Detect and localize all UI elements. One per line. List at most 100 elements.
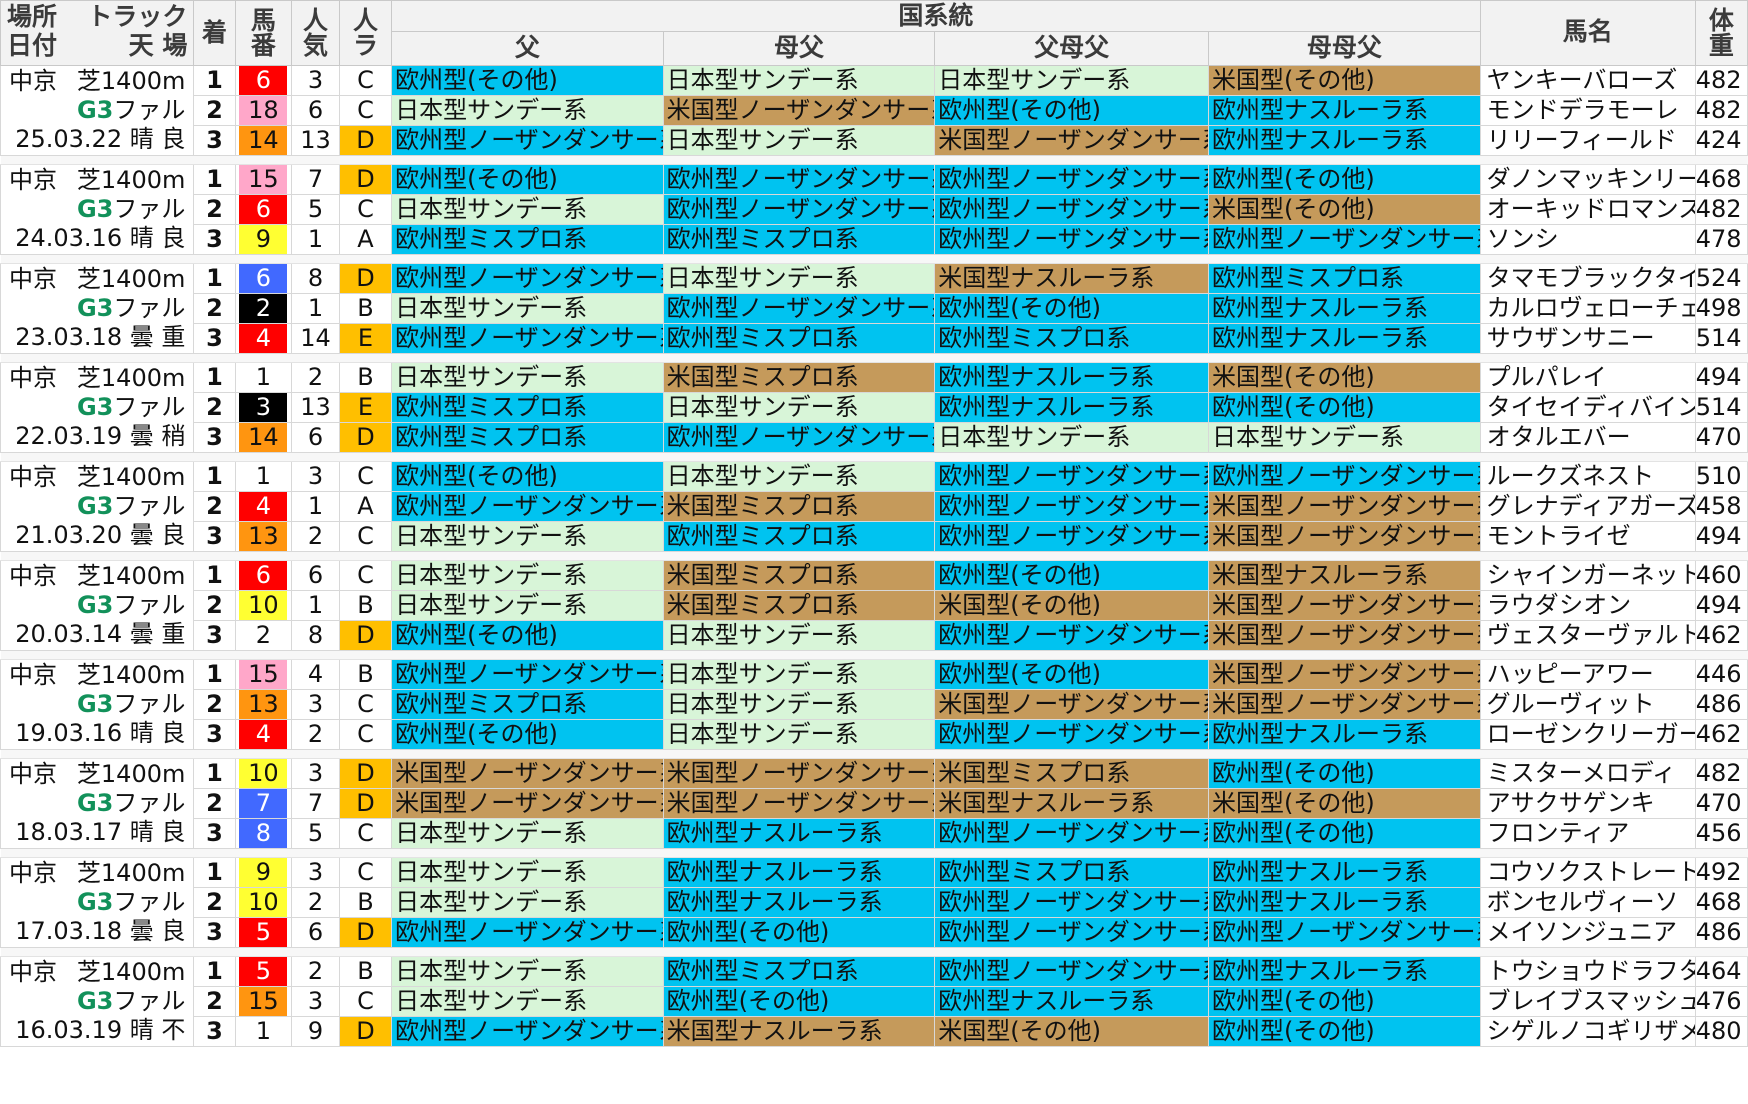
table-row[interactable]: 3 9 1 A 欧州型ミスプロ系 欧州型ミスプロ系 欧州型ノーザンダンサー系 欧州型ノーザンダ…	[1, 223, 1748, 255]
race-info-cell[interactable]: 中京 芝1400m G3ファル 22.03.19 曇 稍	[0, 361, 195, 453]
race-course: 中京	[9, 66, 57, 95]
race-course: 中京	[9, 660, 57, 689]
sire-damsire-line: 米国型ノーザンダンサー系	[934, 124, 1210, 156]
race-info-cell[interactable]: 中京 芝1400m G3ファル 20.03.14 曇 重	[0, 559, 195, 651]
race-name: ファル	[113, 293, 186, 322]
table-row[interactable]: 中京 芝1400m G3ファル 23.03.18 曇 重 1 6 8 D 欧州型ノーザンダンサー…	[0, 262, 1748, 354]
dam-damsire-line: 欧州型(その他)	[1208, 391, 1481, 423]
table-row[interactable]: 3 4 14 E 欧州型ノーザンダンサー系 欧州型ミスプロ系 欧州型ミスプロ系 欧州型ナスルー…	[1, 322, 1748, 354]
finish-position: 1	[193, 955, 236, 987]
table-row[interactable]: 3 13 2 C 日本型サンデー系 欧州型ミスプロ系 欧州型ノーザンダンサー系 米国型ノーザン…	[1, 520, 1748, 552]
table-row[interactable]: 3 1 9 D 欧州型ノーザンダンサー系 米国型ナスルーラ系 米国型(その他) 欧州型(その他…	[1, 1015, 1748, 1047]
broodmare-sire-line: 日本型サンデー系	[662, 619, 936, 651]
dam-damsire-line: 欧州型(その他)	[1208, 163, 1481, 195]
horse-number: 1	[234, 361, 293, 393]
race-info-cell[interactable]: 中京 芝1400m G3ファル 25.03.22 晴 良	[0, 64, 195, 156]
broodmare-sire-line: 欧州型ミスプロ系	[662, 520, 936, 552]
race-grade: G3	[76, 887, 114, 916]
table-row[interactable]: 2 13 3 C 欧州型ミスプロ系 日本型サンデー系 米国型ノーザンダンサー系 米国型ノーザン…	[1, 688, 1748, 720]
sire-damsire-line: 米国型ミスプロ系	[934, 757, 1210, 789]
popularity-rank: 13	[291, 391, 340, 423]
race-track: 芝1400m	[76, 66, 186, 95]
sire-damsire-line: 欧州型(その他)	[934, 658, 1210, 690]
horse-number-badge: 14	[239, 423, 288, 451]
table-row[interactable]: 2 2 1 B 日本型サンデー系 欧州型ノーザンダンサー系 欧州型(その他) 欧州型ナスルーラ…	[1, 292, 1748, 324]
race-info-cell[interactable]: 中京 芝1400m G3ファル 18.03.17 晴 良	[0, 757, 195, 849]
horse-weight: 470	[1694, 421, 1748, 453]
table-row[interactable]: 3 5 6 D 欧州型ノーザンダンサー系 欧州型(その他) 欧州型ノーザンダンサー系 欧州型ノ…	[1, 916, 1748, 948]
header-broodmare-sire: 母父	[662, 31, 936, 66]
popularity-rank: 1	[291, 223, 340, 255]
dam-damsire-line: 欧州型(その他)	[1208, 985, 1481, 1017]
table-row[interactable]: 3 14 6 D 欧州型ミスプロ系 欧州型ノーザンダンサー系 日本型サンデー系 日本型サンデー…	[1, 421, 1748, 453]
table-row[interactable]: 2 7 7 D 米国型ノーザンダンサー系 米国型ノーザンダンサー系 米国型ナスルーラ系 米国型…	[1, 787, 1748, 819]
finish-position: 3	[193, 1015, 236, 1047]
horse-number-badge: 6	[239, 561, 288, 589]
table-row[interactable]: 2 6 5 C 日本型サンデー系 欧州型ノーザンダンサー系 欧州型ノーザンダンサー系 米国型(…	[1, 193, 1748, 225]
table-row[interactable]: 中京 芝1400m G3ファル 22.03.19 曇 稍 1 1 2 B 日本型サンデー系 米国型…	[0, 361, 1748, 453]
table-row[interactable]: 2 3 13 E 欧州型ミスプロ系 日本型サンデー系 欧州型ナスルーラ系 欧州型(その他) タイ…	[1, 391, 1748, 423]
finish-position: 3	[193, 916, 236, 948]
horse-number: 6	[234, 262, 293, 294]
race-info-cell[interactable]: 中京 芝1400m G3ファル 19.03.16 晴 良	[0, 658, 195, 750]
broodmare-sire-line: 日本型サンデー系	[662, 124, 936, 156]
sire-line: 日本型サンデー系	[391, 886, 664, 918]
table-row[interactable]: 2 10 1 B 日本型サンデー系 米国型ミスプロ系 米国型(その他) 米国型ノーザンダンサー…	[1, 589, 1748, 621]
table-row[interactable]: 中京 芝1400m G3ファル 25.03.22 晴 良 1 6 3 C 欧州型(その他) 日本型…	[0, 64, 1748, 156]
race-weather: 晴	[129, 124, 154, 153]
popularity-rank: 3	[291, 688, 340, 720]
dam-damsire-line: 欧州型ノーザンダンサー系	[1208, 460, 1481, 492]
race-info-cell[interactable]: 中京 芝1400m G3ファル 23.03.18 曇 重	[0, 262, 195, 354]
broodmare-sire-line: 欧州型(その他)	[662, 916, 936, 948]
table-row[interactable]: 中京 芝1400m G3ファル 19.03.16 晴 良 1 15 4 B 欧州型ノーザンダンサ…	[0, 658, 1748, 750]
table-row[interactable]: 3 4 2 C 欧州型(その他) 日本型サンデー系 欧州型ノーザンダンサー系 欧州型ナスルーラ…	[1, 718, 1748, 750]
table-row[interactable]: 中京 芝1400m G3ファル 16.03.19 晴 不 1 5 2 B 日本型サンデー系 欧州型…	[0, 955, 1748, 1047]
race-name: ファル	[113, 194, 186, 223]
table-row[interactable]: 中京 芝1400m G3ファル 21.03.20 曇 良 1 1 3 C 欧州型(その他) 日本型…	[0, 460, 1748, 552]
horse-number-badge: 6	[239, 264, 288, 292]
table-row[interactable]: 2 15 3 C 日本型サンデー系 欧州型(その他) 欧州型ナスルーラ系 欧州型(その他) ブレ…	[1, 985, 1748, 1017]
horse-number-badge: 7	[239, 789, 288, 817]
race-grade: G3	[76, 293, 114, 322]
table-row[interactable]: 中京 芝1400m G3ファル 18.03.17 晴 良 1 10 3 D 米国型ノーザンダンサ…	[0, 757, 1748, 849]
finish-position: 2	[193, 886, 236, 918]
horse-name: カルロヴェローチェ	[1479, 292, 1696, 324]
race-name: ファル	[113, 887, 186, 916]
dam-damsire-line: 米国型ノーザンダンサー系	[1208, 658, 1481, 690]
finish-position: 3	[193, 124, 236, 156]
race-name: ファル	[113, 590, 186, 619]
horse-weight: 494	[1694, 361, 1748, 393]
race-name: ファル	[113, 392, 186, 421]
horse-weight: 478	[1694, 223, 1748, 255]
table-row[interactable]: 3 2 8 D 欧州型(その他) 日本型サンデー系 欧州型ノーザンダンサー系 米国型ノーザンダ…	[1, 619, 1748, 651]
race-block-separator	[0, 253, 1748, 264]
sire-line: 日本型サンデー系	[391, 193, 664, 225]
header-sire-damsire: 父母父	[934, 31, 1210, 66]
table-row[interactable]: 2 4 1 A 欧州型ノーザンダンサー系 米国型ミスプロ系 欧州型ノーザンダンサー系 米国型ノ…	[1, 490, 1748, 522]
race-info-cell[interactable]: 中京 芝1400m G3ファル 17.03.18 曇 良	[0, 856, 195, 948]
race-info-cell[interactable]: 中京 芝1400m G3ファル 16.03.19 晴 不	[0, 955, 195, 1047]
table-row[interactable]: 中京 芝1400m G3ファル 24.03.16 晴 良 1 15 7 D 欧州型(その他) 欧州…	[0, 163, 1748, 255]
dam-damsire-line: 欧州型ノーザンダンサー系	[1208, 223, 1481, 255]
finish-position: 1	[193, 559, 236, 591]
sire-damsire-line: 欧州型ノーザンダンサー系	[934, 223, 1210, 255]
table-row[interactable]: 3 8 5 C 日本型サンデー系 欧州型ナスルーラ系 欧州型ノーザンダンサー系 欧州型(その他…	[1, 817, 1748, 849]
table-row[interactable]: 2 10 2 B 日本型サンデー系 欧州型ナスルーラ系 欧州型ノーザンダンサー系 欧州型ナスル…	[1, 886, 1748, 918]
race-info-cell[interactable]: 中京 芝1400m G3ファル 21.03.20 曇 良	[0, 460, 195, 552]
sire-line: 欧州型(その他)	[391, 460, 664, 492]
sire-damsire-line: 米国型ノーザンダンサー系	[934, 688, 1210, 720]
race-info-cell[interactable]: 中京 芝1400m G3ファル 24.03.16 晴 良	[0, 163, 195, 255]
table-row[interactable]: 中京 芝1400m G3ファル 17.03.18 曇 良 1 9 3 C 日本型サンデー系 欧州型…	[0, 856, 1748, 948]
popularity-rank: 6	[291, 559, 340, 591]
sire-line: 日本型サンデー系	[391, 817, 664, 849]
race-weather: 晴	[129, 718, 154, 747]
dam-damsire-line: 米国型ノーザンダンサー系	[1208, 490, 1481, 522]
popularity-rank: 2	[291, 886, 340, 918]
popularity-grade: B	[338, 589, 393, 621]
horse-weight: 468	[1694, 163, 1748, 195]
table-row[interactable]: 3 14 13 D 欧州型ノーザンダンサー系 日本型サンデー系 米国型ノーザンダンサー系 欧州…	[1, 124, 1748, 156]
table-row[interactable]: 2 18 6 C 日本型サンデー系 米国型ノーザンダンサー系 欧州型(その他) 欧州型ナスルー…	[1, 94, 1748, 126]
table-row[interactable]: 中京 芝1400m G3ファル 20.03.14 曇 重 1 6 6 C 日本型サンデー系 米国型…	[0, 559, 1748, 651]
header-ninra-label-1: 人	[353, 5, 379, 35]
dam-damsire-line: 欧州型ナスルーラ系	[1208, 94, 1481, 126]
